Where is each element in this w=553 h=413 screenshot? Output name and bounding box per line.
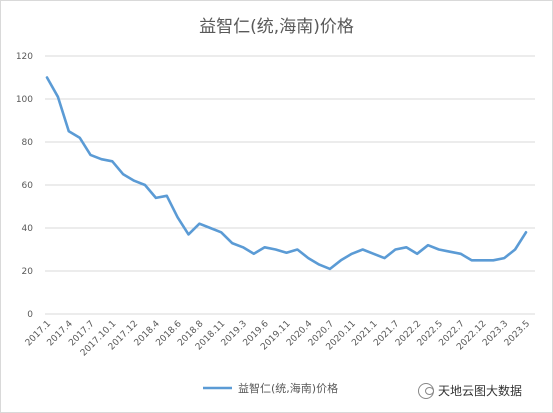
watermark-text: 天地云图大数据 [438,384,523,398]
legend: 益智仁(统,海南)价格 [203,381,338,395]
y-tick-label-4: 80 [22,138,34,148]
series-line [45,76,528,271]
legend-label: 益智仁(统,海南)价格 [238,381,338,395]
wechat-icon [418,382,434,399]
chart-title: 益智仁(统,海南)价格 [199,17,354,37]
y-axis-ticks: 0 20 40 60 80 100 120 [16,52,33,320]
y-tick-label-2: 40 [22,224,34,234]
y-tick-label-1: 20 [22,267,34,277]
y-tick-label-3: 60 [22,181,34,191]
series-layer [45,76,528,271]
y-tick-label-0: 0 [27,310,33,320]
y-tick-label-5: 100 [16,95,33,105]
x-axis-ticks: 2017.12017.42017.72017.10.12017.122018.4… [24,319,532,359]
y-tick-label-6: 120 [16,52,33,62]
watermark: 天地云图大数据 [418,382,522,399]
grid-lines [45,55,535,315]
